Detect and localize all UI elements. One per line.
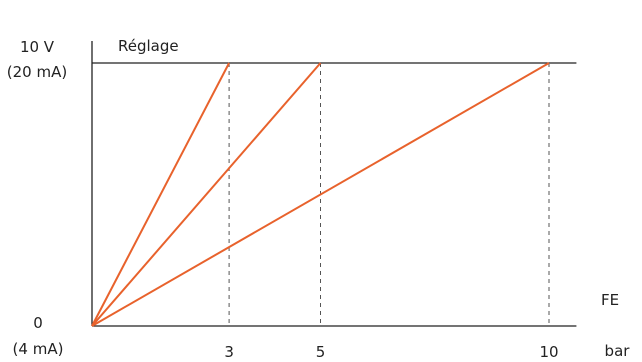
x-tick-labels: 3 5 10	[224, 343, 558, 361]
series-line-2	[91, 62, 322, 327]
y-top-label-ma: (20 mA)	[7, 63, 67, 81]
x-unit-label: bar	[605, 342, 631, 360]
series-line-1	[91, 62, 230, 327]
series-lines	[91, 62, 550, 327]
y-top-label-volt: 10 V	[20, 38, 55, 56]
axes	[91, 41, 577, 327]
x-tick-label-5: 5	[316, 343, 326, 361]
x-tick-label-3: 3	[224, 343, 234, 361]
x-tick-label-10: 10	[539, 343, 558, 361]
guides	[228, 63, 550, 326]
x-axis-title: FE	[601, 291, 619, 309]
y-axis-title: Réglage	[118, 37, 179, 55]
y-bottom-label-ma: (4 mA)	[13, 340, 64, 358]
series-line-3	[91, 62, 550, 327]
y-bottom-label-volt: 0	[33, 314, 43, 332]
